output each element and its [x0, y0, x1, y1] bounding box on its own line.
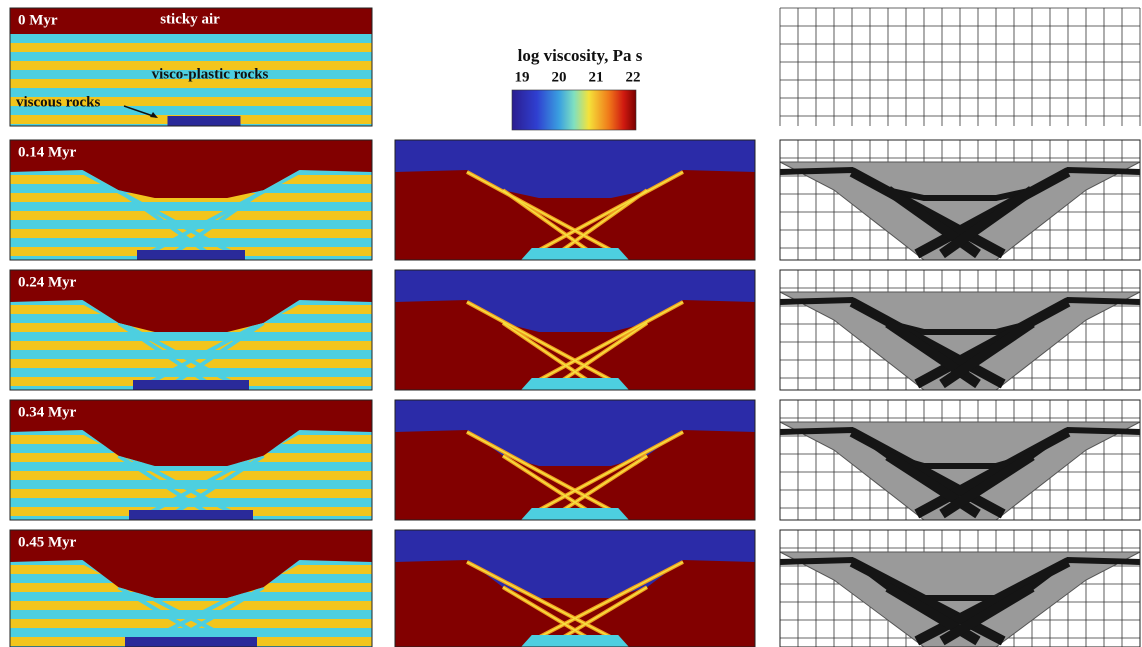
layer [10, 211, 372, 220]
figure: log viscosity, Pa s 19 20 21 22 0 Myr 0.14 My… [0, 0, 1142, 647]
layer [10, 202, 372, 211]
basin-fill [521, 378, 629, 390]
annotation: sticky air [160, 11, 220, 27]
viscous-block [168, 116, 241, 126]
colorbar-tick: 19 [515, 69, 530, 85]
layer [10, 350, 372, 359]
annotation: viscous rocks [16, 94, 100, 110]
basin-fill [521, 508, 629, 520]
time-label: 0.34 Myr [18, 404, 77, 420]
layer [10, 43, 372, 52]
viscous-block [125, 637, 257, 647]
layer [10, 480, 372, 489]
layer [10, 471, 372, 480]
viscous-block [133, 380, 249, 390]
colorbar-title: log viscosity, Pa s [518, 46, 643, 65]
viscous-block [129, 510, 253, 520]
colorbar-tick: 22 [626, 69, 641, 85]
layer [10, 34, 372, 43]
layer [10, 52, 372, 61]
basin-fill [521, 635, 629, 647]
page: log viscosity, Pa s 19 20 21 22 0 Myr 0.14 My… [0, 0, 1142, 647]
annotation: visco-plastic rocks [152, 66, 269, 82]
time-label: 0.45 Myr [18, 534, 77, 550]
layer [10, 220, 372, 229]
time-label: 0.14 Myr [18, 144, 77, 160]
layer [10, 601, 372, 610]
viscous-block [137, 250, 245, 260]
colorbar-tick: 21 [589, 69, 604, 85]
layer [10, 341, 372, 350]
layer [10, 332, 372, 341]
colorbar-tick: 20 [552, 69, 567, 85]
basin-fill [521, 248, 629, 260]
time-label: 0.24 Myr [18, 274, 77, 290]
time-label: 0 Myr [18, 12, 58, 28]
colorbar [512, 90, 636, 130]
